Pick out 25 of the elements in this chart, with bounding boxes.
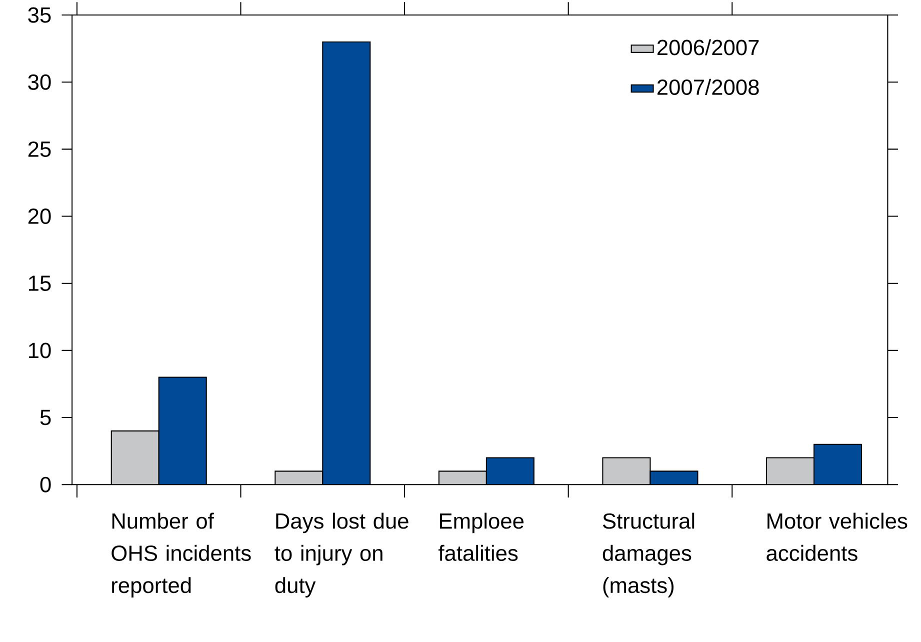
- y-tick-label: 25: [28, 142, 51, 158]
- bar: [650, 471, 698, 485]
- bar: [813, 444, 862, 485]
- y-tick-label: 30: [28, 74, 51, 90]
- y-tick-label: 20: [28, 208, 51, 224]
- x-tick-label: Days lost due to injury on duty: [274, 512, 408, 598]
- legend-label: 2007/2008: [657, 79, 759, 96]
- bar: [486, 457, 534, 485]
- y-tick-label: 5: [40, 410, 51, 426]
- bar: [438, 471, 486, 485]
- bar: [766, 457, 815, 485]
- x-tick-label: Motor vehicles accidents: [766, 512, 908, 562]
- x-tick-label: Emploee fatalities: [438, 512, 524, 562]
- bar: [602, 457, 651, 485]
- bar: [110, 430, 160, 485]
- y-tick-label: 10: [28, 342, 51, 358]
- x-tick-label: Structural damages (masts): [602, 512, 694, 598]
- bar: [158, 376, 207, 485]
- x-tick-label: Number of OHS incidents reported: [112, 512, 251, 598]
- y-tick-label: 0: [40, 477, 51, 493]
- bar: [275, 471, 323, 485]
- bar: [322, 42, 371, 485]
- y-tick-label: 35: [28, 8, 51, 23]
- legend-label: 2006/2007: [657, 39, 759, 56]
- y-tick-label: 15: [28, 276, 51, 292]
